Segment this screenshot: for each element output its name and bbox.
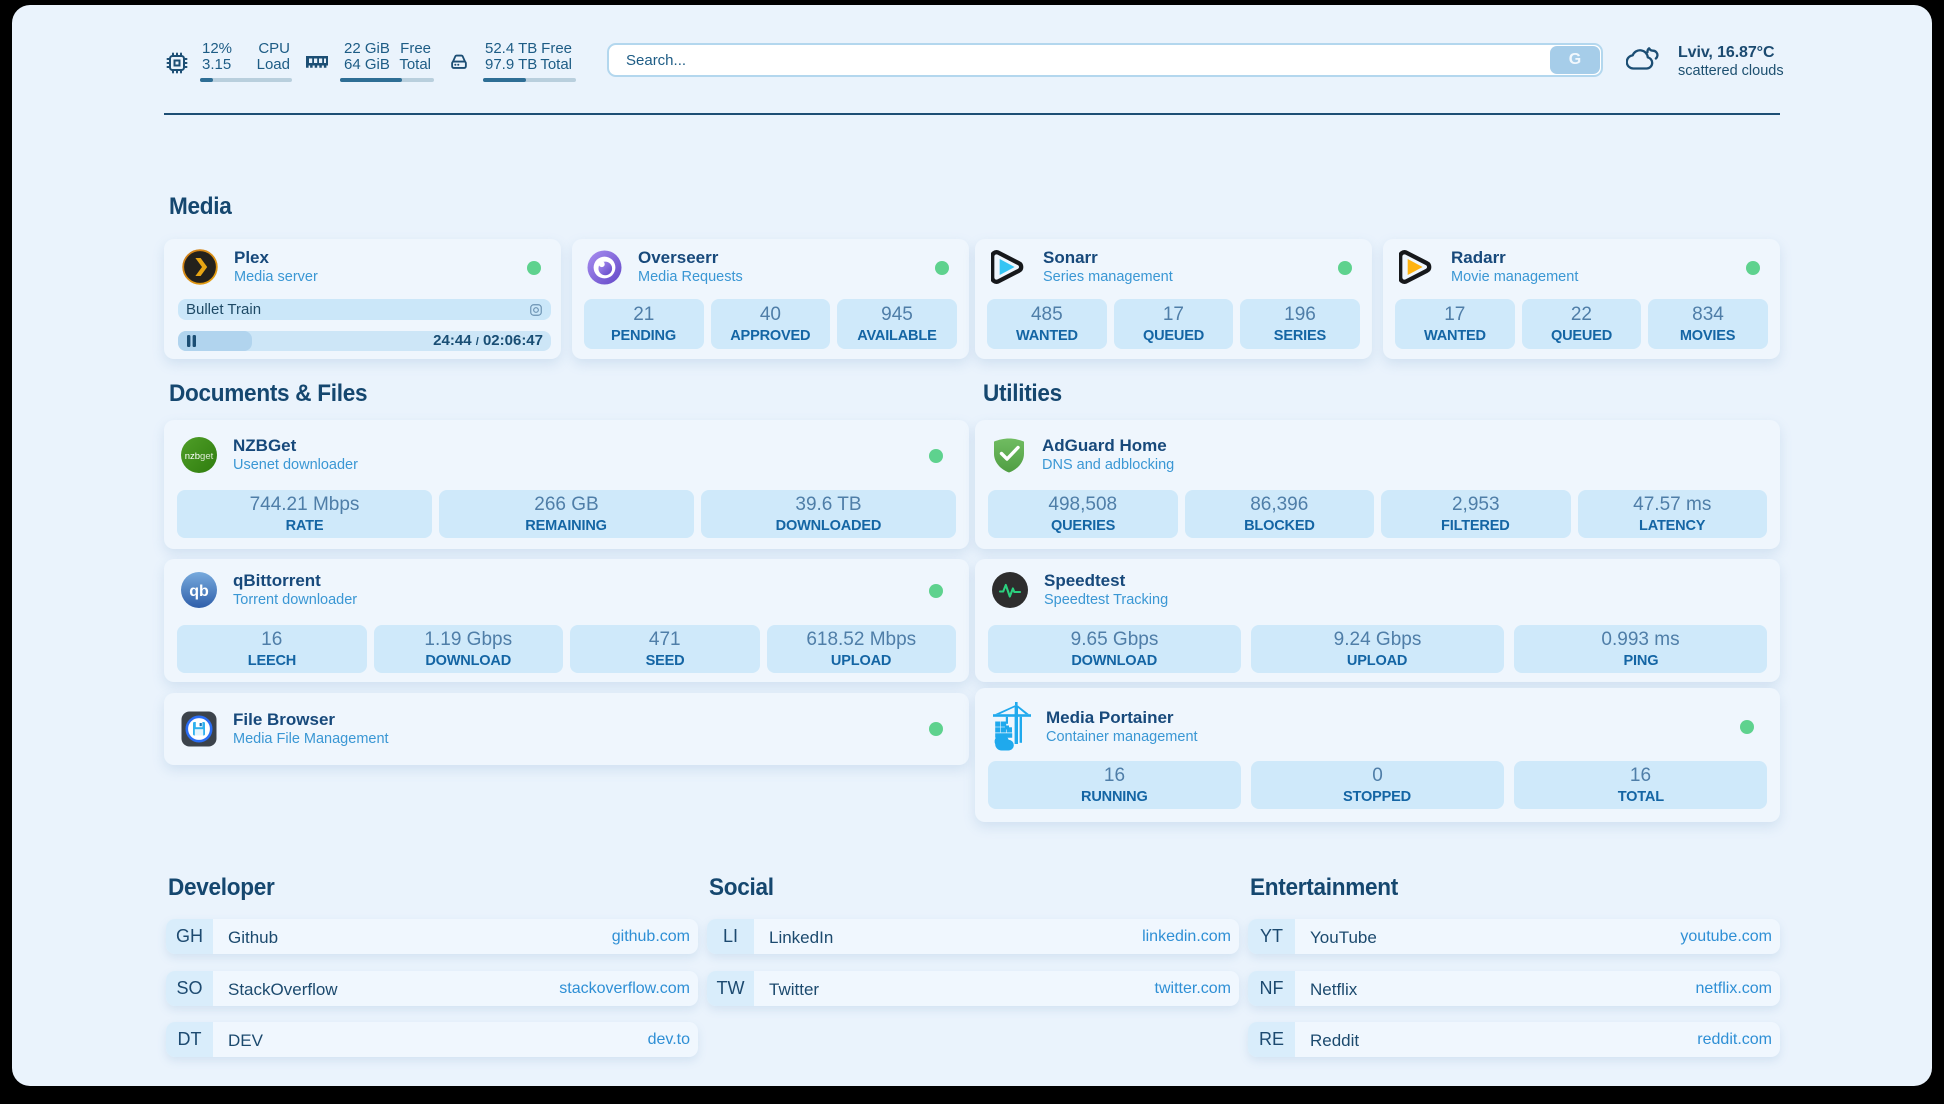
svg-text:qb: qb <box>189 583 209 600</box>
svg-text:nzbget: nzbget <box>185 451 214 462</box>
